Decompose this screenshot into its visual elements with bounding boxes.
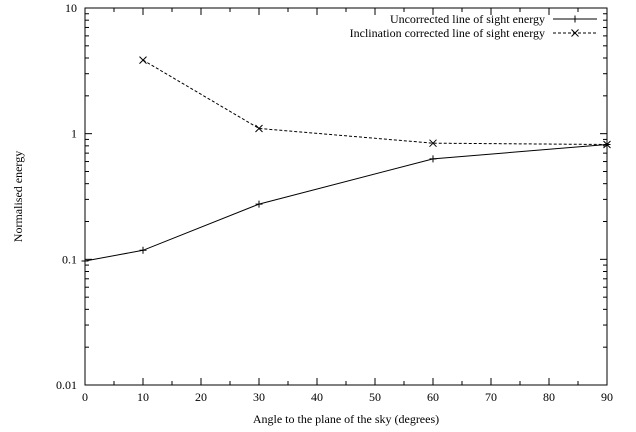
- x-tick-label: 0: [82, 390, 88, 404]
- series-2-point: [603, 140, 611, 149]
- x-tick-label: 30: [253, 390, 265, 404]
- legend-marker-2: [571, 29, 579, 37]
- series-1-point: [139, 246, 147, 254]
- series-1-point: [255, 200, 263, 208]
- y-tick-label: 1: [71, 127, 77, 141]
- x-tick-label: 20: [195, 390, 207, 404]
- tick-layer: 0 10 20 30 40 50 60 70 80 90 0.01 0.1 1 10: [56, 1, 613, 404]
- x-tick-label: 70: [485, 390, 497, 404]
- y-tick-label: 0.01: [56, 378, 77, 392]
- series-2-point: [429, 139, 437, 148]
- x-tick-label: 60: [427, 390, 439, 404]
- series-1-point: [81, 257, 89, 265]
- y-tick-label: 0.1: [62, 252, 77, 266]
- series-2-point: [255, 124, 263, 133]
- legend-label-1: Uncorrected line of sight energy: [390, 12, 545, 26]
- plot-frame: [84, 7, 608, 386]
- plot-frame-layer: [84, 7, 608, 386]
- series-line-2: [142, 59, 608, 145]
- y-axis-title: Normalised energy: [11, 151, 25, 242]
- x-tick-label: 50: [369, 390, 381, 404]
- x-tick-label: 10: [137, 390, 149, 404]
- x-tick-label: 90: [601, 390, 613, 404]
- series-1-point: [429, 155, 437, 163]
- x-tick-label: 40: [311, 390, 323, 404]
- series-layer: [81, 56, 611, 265]
- legend: Uncorrected line of sight energyInclinat…: [350, 12, 597, 40]
- x-axis-title: Angle to the plane of the sky (degrees): [253, 412, 439, 426]
- series-line-1: [84, 144, 608, 262]
- y-tick-label: 10: [65, 1, 77, 15]
- legend-label-2: Inclination corrected line of sight ener…: [350, 26, 545, 40]
- series-2-point: [139, 56, 147, 64]
- x-tick-label: 80: [543, 390, 555, 404]
- legend-marker-1: [571, 15, 579, 23]
